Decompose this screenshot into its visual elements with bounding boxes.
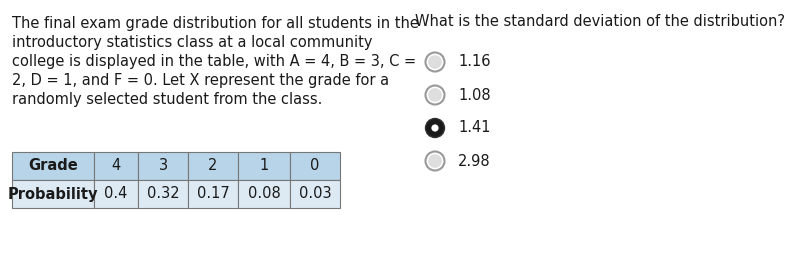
- Bar: [188, 180, 238, 208]
- Text: What is the standard deviation of the distribution?: What is the standard deviation of the di…: [415, 14, 785, 29]
- Text: 0.08: 0.08: [248, 187, 280, 201]
- Circle shape: [426, 52, 445, 72]
- Bar: [138, 152, 188, 180]
- Bar: [138, 180, 188, 208]
- Text: 0.4: 0.4: [104, 187, 128, 201]
- Circle shape: [428, 154, 442, 168]
- Text: Grade: Grade: [28, 158, 78, 174]
- Circle shape: [426, 152, 445, 170]
- Text: introductory statistics class at a local community: introductory statistics class at a local…: [12, 35, 373, 50]
- Bar: [238, 180, 290, 208]
- Text: 0.17: 0.17: [197, 187, 230, 201]
- Circle shape: [426, 118, 445, 138]
- Text: 1.41: 1.41: [458, 121, 490, 135]
- Bar: [238, 152, 290, 180]
- Text: 2.98: 2.98: [458, 153, 490, 169]
- Text: randomly selected student from the class.: randomly selected student from the class…: [12, 92, 322, 107]
- Text: The final exam grade distribution for all students in the: The final exam grade distribution for al…: [12, 16, 419, 31]
- Bar: [290, 180, 340, 208]
- Circle shape: [428, 55, 442, 69]
- Text: 1.16: 1.16: [458, 55, 490, 69]
- Text: 2: 2: [208, 158, 218, 174]
- Text: 4: 4: [111, 158, 121, 174]
- Circle shape: [428, 88, 442, 102]
- Bar: [12, 180, 94, 208]
- Text: 1: 1: [259, 158, 269, 174]
- Bar: [188, 152, 238, 180]
- Circle shape: [431, 124, 438, 132]
- Bar: [94, 180, 138, 208]
- Text: Probability: Probability: [8, 187, 98, 201]
- Text: 0.03: 0.03: [298, 187, 331, 201]
- Circle shape: [426, 86, 445, 104]
- Bar: [290, 152, 340, 180]
- Bar: [94, 152, 138, 180]
- Text: 2, D = 1, and F = 0. Let X represent the grade for a: 2, D = 1, and F = 0. Let X represent the…: [12, 73, 389, 88]
- Bar: [12, 152, 94, 180]
- Text: college is displayed in the table, with A = 4, B = 3, C =: college is displayed in the table, with …: [12, 54, 416, 69]
- Text: 3: 3: [158, 158, 167, 174]
- Text: 1.08: 1.08: [458, 87, 490, 103]
- Text: 0.32: 0.32: [146, 187, 179, 201]
- Text: 0: 0: [310, 158, 320, 174]
